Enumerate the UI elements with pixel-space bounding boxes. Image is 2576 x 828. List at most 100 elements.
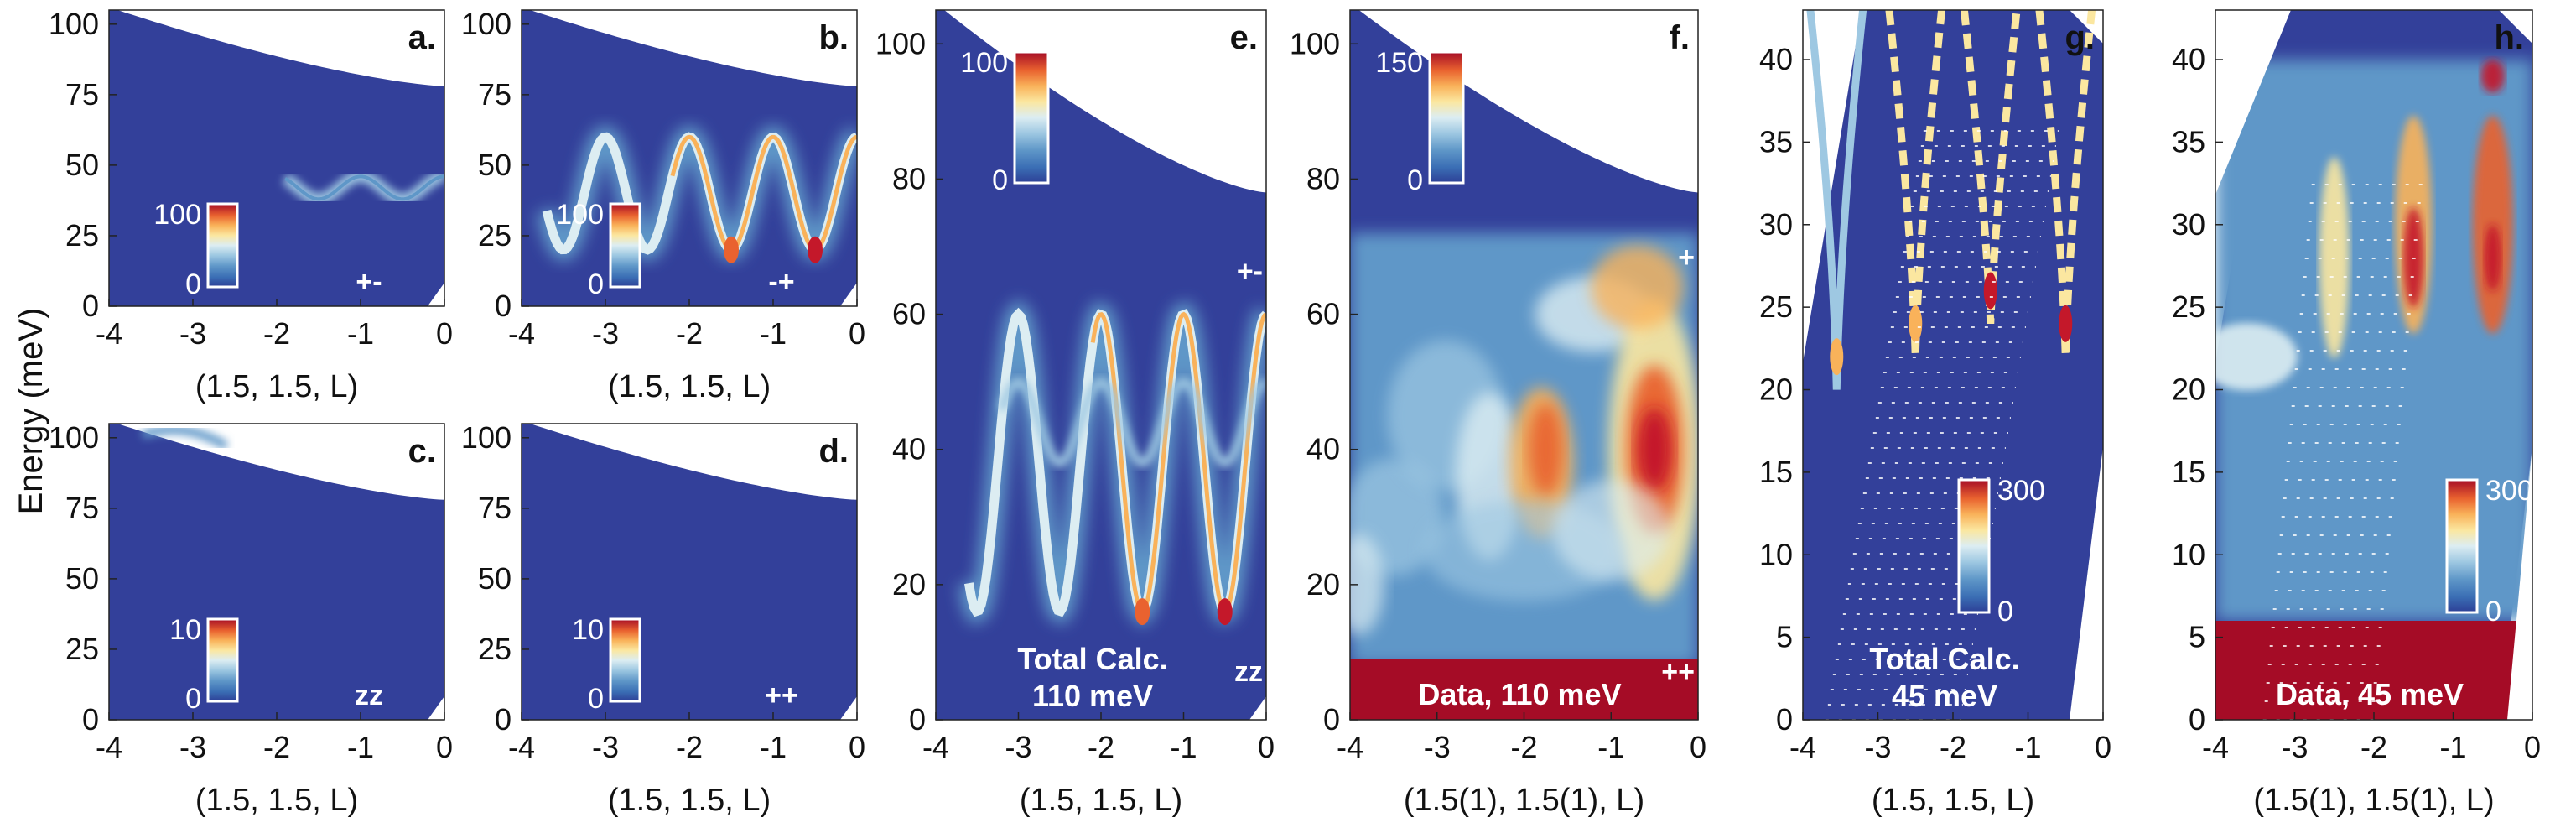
- x-tick-label: -4: [96, 730, 122, 764]
- colorbar-max-label: 10: [572, 614, 604, 646]
- x-tick-label: -2: [1940, 730, 1966, 764]
- y-tick-label: 0: [495, 289, 512, 323]
- y-tick-label: 25: [478, 218, 512, 253]
- annotation-text: Data, 45 meV: [2276, 677, 2464, 711]
- data-intensity-column: [2480, 59, 2505, 93]
- colorbar: [206, 202, 239, 289]
- x-axis-title: (1.5, 1.5, L): [608, 783, 771, 818]
- x-tick-label: -3: [1424, 730, 1451, 764]
- x-tick-label: -2: [1088, 730, 1114, 764]
- y-tick-label: 20: [1306, 567, 1340, 601]
- colorbar: [609, 617, 641, 703]
- dispersion-core: [1090, 311, 1266, 614]
- kinematic-limit-region: [522, 424, 857, 500]
- y-tick-label: 20: [1759, 372, 1793, 407]
- y-tick-label: 75: [478, 77, 512, 112]
- intensity-hotspot: [1135, 598, 1150, 626]
- colorbar: [1013, 50, 1050, 185]
- panel-b: -4 -3 -2 -1 0 0 25 50 75 100 (1.5, 1.5, L) b. 100 0 -+: [461, 7, 865, 404]
- y-axis-label: Energy (meV): [13, 308, 49, 515]
- kinematic-limit-region: [2507, 446, 2532, 720]
- panel-label: f.: [1670, 19, 1690, 56]
- x-tick-label: 0: [1258, 730, 1275, 764]
- y-tick-label: 75: [65, 491, 99, 525]
- x-tick-label: -1: [2439, 730, 2466, 764]
- annotation-text: Total Calc.: [1017, 642, 1167, 676]
- intensity-hotspot: [1217, 598, 1233, 626]
- x-tick-label: -3: [1864, 730, 1891, 764]
- x-tick-label: -4: [1337, 730, 1363, 764]
- y-tick-label: 60: [1306, 297, 1340, 331]
- data-intensity-blob: [1350, 534, 1384, 635]
- y-tick-label: 80: [892, 161, 926, 195]
- panel-h: -4 -3 -2 -1 0 0 5 10 15 20 25 30 35 40 (1.5(1), 1.5(1)…: [2172, 9, 2541, 818]
- y-tick-label: 100: [461, 420, 512, 455]
- colorbar-max-label: 10: [169, 614, 201, 646]
- dispersion-secondary: [998, 377, 1266, 467]
- y-tick-label: 100: [49, 7, 99, 41]
- sector-label: +-: [356, 266, 382, 298]
- corner-cutout: [428, 696, 444, 720]
- y-tick-label: 5: [2189, 620, 2205, 654]
- y-tick-label: 75: [65, 77, 99, 112]
- corner-mark: ++: [1661, 656, 1695, 688]
- corner-mark: zz: [1234, 656, 1263, 688]
- colorbar-min-label: 0: [992, 164, 1008, 196]
- x-tick-label: -3: [2281, 730, 2308, 764]
- x-tick-label: -4: [1789, 730, 1816, 764]
- x-tick-label: -2: [676, 730, 703, 764]
- kinematic-limit-region: [2215, 10, 2291, 195]
- kinematic-limit-region: [522, 10, 857, 86]
- colorbar: [2445, 478, 2479, 614]
- plot-area-f: [1350, 10, 1698, 720]
- x-tick-label: -1: [2014, 730, 2041, 764]
- y-tick-label: 100: [461, 7, 512, 41]
- intensity-hotspot: [1830, 338, 1844, 376]
- x-tick-label: -4: [2202, 730, 2229, 764]
- colorbar-max-label: 100: [960, 47, 1008, 79]
- y-tick-label: 0: [2189, 702, 2205, 737]
- panel-f: -4 -3 -2 -1 0 0 20 40 60 80 100 (1.5(1), 1.5(1), L)…: [1290, 9, 1706, 818]
- y-tick-label: 0: [82, 289, 99, 323]
- y-tick-label: 0: [1776, 702, 1793, 737]
- sector-label: zz: [355, 680, 383, 711]
- y-tick-label: 10: [1759, 537, 1793, 571]
- y-tick-label: 0: [909, 702, 926, 737]
- colorbar-min-label: 0: [588, 268, 604, 300]
- y-tick-label: 10: [2172, 537, 2205, 571]
- corner-cutout: [1249, 696, 1266, 720]
- data-intensity-blob: [1591, 245, 1684, 330]
- y-tick-label: 100: [1290, 26, 1340, 60]
- colorbar-min-label: 0: [185, 683, 201, 715]
- elastic-line-band: [2215, 620, 2532, 720]
- x-tick-label: -3: [1005, 730, 1031, 764]
- panel-label: e.: [1230, 19, 1258, 56]
- x-tick-label: -4: [96, 316, 122, 351]
- plot-area-b: [522, 10, 857, 306]
- colorbar: [1428, 50, 1465, 185]
- y-tick-label: 35: [1759, 124, 1793, 159]
- data-intensity-blob: [1529, 403, 1563, 496]
- panel-label: g.: [2064, 19, 2095, 56]
- corner-cutout: [428, 283, 444, 306]
- x-tick-label: -2: [1510, 730, 1537, 764]
- x-tick-label: -1: [1597, 730, 1624, 764]
- dispersion-v-mode: [2035, 10, 2096, 357]
- colorbar: [206, 617, 239, 703]
- y-tick-label: 35: [2172, 124, 2205, 159]
- x-tick-label: -1: [1170, 730, 1197, 764]
- plot-area-c: [109, 424, 444, 720]
- x-tick-label: -1: [760, 730, 787, 764]
- y-tick-label: 50: [65, 561, 99, 596]
- y-tick-label: 40: [892, 432, 926, 466]
- y-tick-label: 25: [478, 632, 512, 666]
- colorbar: [609, 202, 641, 289]
- x-axis-title: (1.5, 1.5, L): [1872, 783, 2034, 818]
- intensity-hotspot: [724, 236, 739, 263]
- panel-label: h.: [2494, 19, 2524, 56]
- y-tick-label: 40: [1306, 432, 1340, 466]
- colorbar-min-label: 0: [2485, 596, 2501, 628]
- x-tick-label: -3: [179, 316, 206, 351]
